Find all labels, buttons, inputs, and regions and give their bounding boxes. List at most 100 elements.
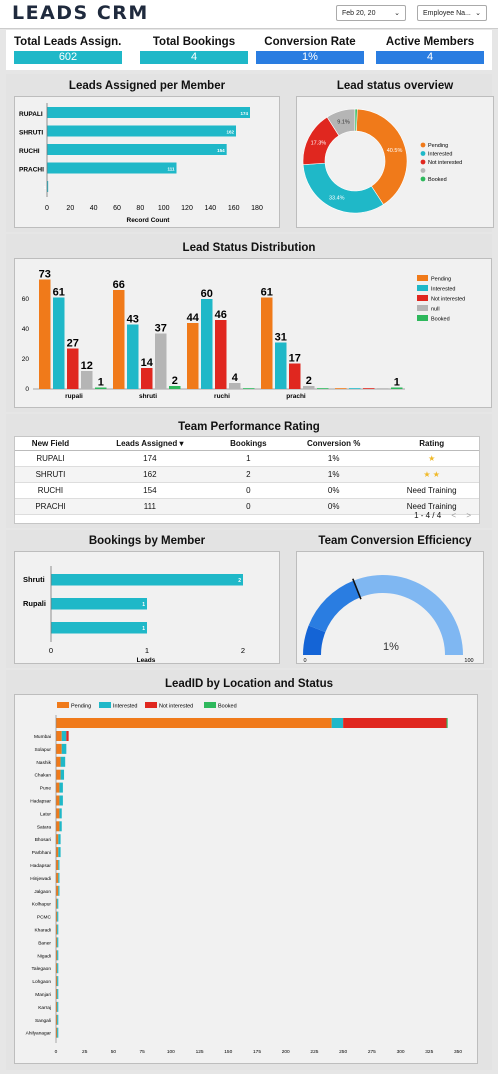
x-tick-label: 2 [241, 646, 245, 655]
pagination-label: 1 - 4 / 4 [414, 511, 442, 520]
employee-filter-value: Employee Na... [423, 10, 471, 17]
bar-data-label: 27 [67, 338, 79, 350]
chevron-right-icon[interactable]: > [466, 511, 471, 520]
x-tick-label: 350 [454, 1049, 462, 1055]
column-header-name[interactable]: New Field [15, 437, 86, 451]
chevron-left-icon[interactable]: < [451, 511, 457, 520]
bar-data-label: 37 [155, 323, 167, 335]
bar [335, 388, 347, 389]
kpi-active-members: Active Members 4 [376, 36, 484, 64]
legend-label: Not interested [428, 160, 462, 166]
column-header-leads[interactable]: Leads Assigned ▾ [85, 437, 214, 451]
bar [95, 387, 107, 389]
bar [349, 388, 361, 389]
city-label: Chakan [34, 773, 51, 779]
top-bar: LEADS CRM Feb 20, 20 ⌄ Employee Na... ⌄ [0, 0, 498, 29]
bookings-panel: Shruti 2 Rupali 1 1 0 1 2 Leads [14, 551, 280, 664]
bar-data-label: 4 [232, 372, 239, 384]
efficiency-gauge: 1% 0 100 [303, 575, 474, 664]
bar [53, 297, 65, 389]
city-label: Manjari [35, 992, 51, 998]
bar-data-label: 43 [127, 314, 139, 326]
y-tick-label: 20 [22, 356, 30, 363]
city-label: Kharadi [34, 928, 51, 934]
donut-slice [356, 108, 408, 205]
x-tick-label: 125 [196, 1049, 204, 1055]
bar-segment [56, 743, 62, 754]
bar-segment [60, 756, 66, 767]
bar-segment [57, 1027, 59, 1038]
x-tick-label: 275 [368, 1049, 376, 1055]
team-performance-table-wrap: New Field Leads Assigned ▾ Bookings Conv… [14, 436, 480, 524]
city-label: Ahilyanagar [26, 1031, 52, 1037]
x-tick-label: 0 [55, 1049, 58, 1055]
slice-label: 33.4% [329, 196, 345, 202]
bar-segment [331, 718, 344, 728]
kpi-label: Total Leads Assign... [14, 36, 122, 48]
bar-data-label: 66 [113, 279, 125, 291]
x-tick-label: 20 [66, 205, 74, 212]
employee-filter[interactable]: Employee Na... ⌄ [417, 5, 487, 21]
bookings-title: Bookings by Member [88, 535, 206, 547]
chevron-down-icon: ⌄ [394, 10, 400, 17]
x-tick-label: 0 [45, 205, 49, 212]
distribution-title-wrap: Lead Status Distribution [6, 242, 492, 254]
bar-segment [57, 976, 59, 987]
x-tick-label: 160 [228, 205, 240, 212]
city-label: Pune [40, 786, 52, 792]
legend-swatch [145, 702, 157, 708]
gauge-min-label: 0 [303, 658, 306, 663]
bar-data-label: 44 [187, 312, 200, 324]
bar-segment [57, 937, 59, 948]
y-tick-label: 0 [25, 386, 29, 393]
cell-rating-star-icon: ★ ★ [384, 466, 479, 483]
bar-segment [56, 731, 62, 741]
column-header-bookings[interactable]: Bookings [213, 437, 283, 451]
legend-swatch [417, 275, 428, 281]
cell-conversion: 0% [283, 498, 385, 515]
bar [51, 622, 147, 634]
column-header-rating[interactable]: Rating [384, 437, 479, 451]
column-header-conversion[interactable]: Conversion % [283, 437, 385, 451]
bar [377, 388, 389, 389]
x-tick-label: rupali [65, 393, 83, 400]
app-logo: LEADS CRM [12, 2, 149, 24]
distribution-chart: 0204060736127121rupali664314372shruti446… [22, 269, 465, 401]
bar-data-label: 2 [306, 375, 312, 387]
bar-data-label: 111 [167, 167, 175, 172]
bar [363, 388, 375, 389]
bar [127, 324, 139, 389]
bookings-chart: Shruti 2 Rupali 1 1 0 1 2 Leads [23, 566, 245, 664]
date-range-picker[interactable]: Feb 20, 20 ⌄ [336, 5, 406, 21]
bar-segment [56, 782, 60, 793]
member-label: RUPALI [19, 111, 43, 118]
cell-rating-star-icon: ★ [384, 450, 479, 467]
city-label: Lohgaon [32, 979, 51, 985]
bar-data-label: 1 [142, 602, 145, 608]
bar-segment [56, 795, 60, 806]
bar [39, 279, 51, 389]
bar-segment [446, 718, 448, 728]
location-panel: Pending Interested Not interested Booked Mum… [14, 694, 478, 1064]
legend-swatch [204, 702, 216, 708]
bar [201, 299, 213, 389]
bar [391, 387, 403, 389]
bar-segment [56, 1014, 58, 1025]
cell-bookings: 0 [213, 498, 283, 515]
x-tick-label: 225 [310, 1049, 318, 1055]
legend-swatch [420, 159, 426, 165]
bar-segment [56, 769, 61, 780]
efficiency-panel: 1% 0 100 [296, 551, 484, 664]
bar [187, 323, 199, 389]
bar-segment [59, 821, 62, 832]
date-range-value: Feb 20, 20 [342, 10, 376, 17]
member-label: Shruti [23, 575, 45, 584]
legend-swatch [417, 315, 428, 321]
bar-segment [58, 885, 60, 896]
location-title: LeadID by Location and Status [164, 678, 334, 690]
cell-bookings: 2 [213, 466, 283, 483]
cell-leads: 174 [85, 450, 214, 467]
x-tick-label: 50 [111, 1049, 117, 1055]
x-tick-label: 200 [282, 1049, 290, 1055]
x-tick-label: 0 [49, 646, 53, 655]
